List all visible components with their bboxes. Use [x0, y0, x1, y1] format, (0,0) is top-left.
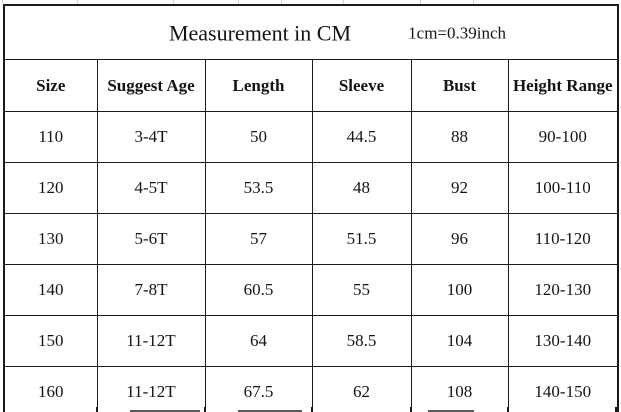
cell-bust: 92: [410, 162, 509, 214]
column-header-length: Length: [204, 59, 313, 112]
cell-size: 150: [3, 315, 98, 367]
cell-length: 60.5: [204, 264, 313, 316]
cell-sleeve: 44.5: [311, 111, 412, 163]
column-header-size: Size: [3, 59, 98, 112]
crop-text-smudge: [130, 410, 200, 412]
cell-height-range: 140-150: [507, 366, 619, 412]
cell-length: 64: [204, 315, 313, 367]
cell-height-range: 130-140: [507, 315, 619, 367]
cell-suggest-age: 5-6T: [96, 213, 206, 265]
table-row-size-140: 140 7-8T 60.5 55 100 120-130: [3, 264, 619, 316]
crop-tick: [473, 0, 474, 4]
crop-tick: [173, 0, 174, 4]
crop-text-smudge: [428, 410, 474, 412]
cell-size: 120: [3, 162, 98, 214]
crop-gridline: [311, 407, 313, 412]
cell-size: 110: [3, 111, 98, 163]
cell-height-range: 120-130: [507, 264, 619, 316]
cell-size: 140: [3, 264, 98, 316]
crop-tick: [343, 0, 344, 4]
cell-height-range: 100-110: [507, 162, 619, 214]
cell-length: 67.5: [204, 366, 313, 412]
cell-size: 130: [3, 213, 98, 265]
cell-sleeve: 62: [311, 366, 412, 412]
cell-bust: 100: [410, 264, 509, 316]
table-row-size-160: 160 11-12T 67.5 62 108 140-150: [3, 366, 619, 412]
crop-gridline: [615, 407, 617, 412]
cell-suggest-age: 4-5T: [96, 162, 206, 214]
crop-tick: [77, 0, 78, 4]
cell-suggest-age: 3-4T: [96, 111, 206, 163]
title-cell: Measurement in CM 1cm=0.39inch: [3, 4, 619, 60]
cell-suggest-age: 11-12T: [96, 366, 206, 412]
crop-gridline: [507, 407, 509, 412]
column-header-suggest-age: Suggest Age: [96, 59, 206, 112]
crop-tick: [2, 0, 3, 4]
crop-tick: [420, 0, 421, 4]
cell-length: 50: [204, 111, 313, 163]
table-row-size-120: 120 4-5T 53.5 48 92 100-110: [3, 162, 619, 214]
cell-length: 53.5: [204, 162, 313, 214]
measurement-table: Measurement in CM 1cm=0.39inch Size Sugg…: [3, 4, 620, 412]
crop-tick: [238, 0, 239, 4]
table-title-row: Measurement in CM 1cm=0.39inch: [3, 4, 619, 60]
crop-text-smudge: [238, 410, 302, 412]
cell-bust: 88: [410, 111, 509, 163]
cell-height-range: 110-120: [507, 213, 619, 265]
table-row-size-110: 110 3-4T 50 44.5 88 90-100: [3, 111, 619, 163]
cell-bust: 108: [410, 366, 509, 412]
cell-sleeve: 51.5: [311, 213, 412, 265]
column-header-sleeve: Sleeve: [311, 59, 412, 112]
cell-sleeve: 55: [311, 264, 412, 316]
crop-tick: [281, 0, 282, 4]
title-cell-inner: Measurement in CM 1cm=0.39inch: [8, 6, 614, 59]
column-header-row: Size Suggest Age Length Sleeve Bust Heig…: [3, 59, 619, 112]
cell-sleeve: 58.5: [311, 315, 412, 367]
column-header-bust: Bust: [410, 59, 509, 112]
crop-gridline: [204, 407, 206, 412]
cell-bust: 96: [410, 213, 509, 265]
table-row-size-130: 130 5-6T 57 51.5 96 110-120: [3, 213, 619, 265]
cell-size: 160: [3, 366, 98, 412]
cell-bust: 104: [410, 315, 509, 367]
table-title: Measurement in CM: [168, 19, 352, 45]
cell-sleeve: 48: [311, 162, 412, 214]
cell-length: 57: [204, 213, 313, 265]
table-row-size-150: 150 11-12T 64 58.5 104 130-140: [3, 315, 619, 367]
crop-gridline: [3, 407, 5, 412]
cell-suggest-age: 11-12T: [96, 315, 206, 367]
cell-suggest-age: 7-8T: [96, 264, 206, 316]
column-header-height-range: Height Range: [507, 59, 619, 112]
crop-gridline: [410, 407, 412, 412]
cell-height-range: 90-100: [507, 111, 619, 163]
unit-conversion-note: 1cm=0.39inch: [408, 22, 507, 42]
crop-gridline: [96, 407, 98, 412]
